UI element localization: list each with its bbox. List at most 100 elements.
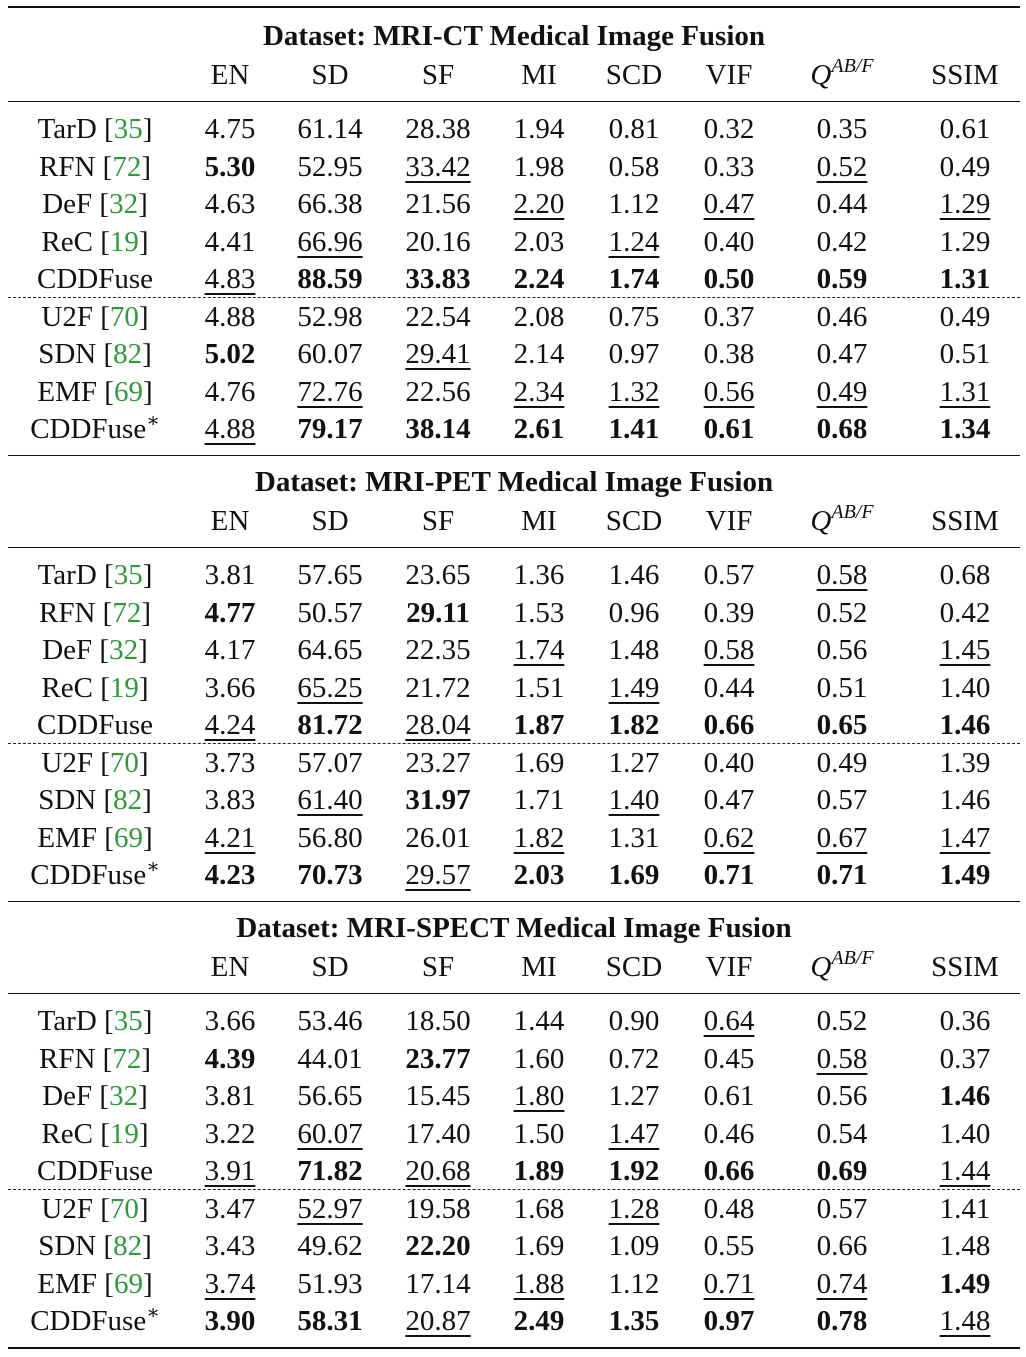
metric-value: 29.41 — [383, 336, 493, 373]
table-row: TarD [35] 4.75 61.14 28.38 1.94 0.81 0.32 0.35 0… — [8, 111, 1020, 148]
citation-link[interactable]: 82 — [113, 338, 143, 370]
value-text: 0.40 — [703, 747, 755, 779]
group-separator — [8, 297, 1020, 298]
value-text: 5.02 — [204, 338, 256, 370]
metric-value: 3.81 — [175, 1078, 285, 1115]
method-label: RFN — [38, 597, 96, 629]
value-text: 1.80 — [513, 1080, 565, 1112]
value-text: 0.57 — [703, 559, 755, 591]
citation-link[interactable]: 69 — [113, 822, 143, 854]
value-text: 0.52 — [816, 1005, 868, 1037]
value-text: 2.08 — [513, 301, 565, 333]
metric-value: 3.91 — [175, 1153, 285, 1190]
metric-value: 1.60 — [484, 1041, 594, 1078]
citation-link[interactable]: 32 — [109, 634, 139, 666]
citation-link[interactable]: 72 — [112, 597, 142, 629]
citation-link[interactable]: 72 — [112, 1043, 142, 1075]
asterisk-mark: ∗ — [146, 856, 160, 878]
column-header: VIF — [705, 59, 753, 91]
method-label: CDDFuse — [30, 413, 147, 445]
metric-value: 0.39 — [674, 595, 784, 632]
value-text: 2.03 — [513, 226, 565, 258]
value-text: 57.65 — [297, 559, 363, 591]
metric-value: 57.65 — [275, 557, 385, 594]
value-text: 0.81 — [608, 113, 660, 145]
value-text: 3.73 — [204, 747, 256, 779]
citation-link[interactable]: 35 — [113, 113, 143, 145]
metric-value: 2.14 — [484, 336, 594, 373]
metric-value: 2.03 — [484, 857, 594, 894]
value-text: 15.45 — [405, 1080, 471, 1112]
value-text: 4.39 — [204, 1043, 256, 1075]
value-text: 26.01 — [405, 822, 471, 854]
table-row: DeF [32] 3.81 56.65 15.45 1.80 1.27 0.61 0.56 1.… — [8, 1078, 1020, 1115]
citation-link[interactable]: 70 — [109, 301, 139, 333]
metric-value: 0.46 — [674, 1116, 784, 1153]
top-rule — [8, 6, 1020, 8]
citation-link[interactable]: 32 — [109, 1080, 139, 1112]
q-superscript: AB/F — [831, 501, 874, 523]
citation-link[interactable]: 70 — [109, 747, 139, 779]
citation-link[interactable]: 19 — [109, 1118, 139, 1150]
metric-value: 1.47 — [910, 820, 1020, 857]
metric-value: 0.49 — [910, 149, 1020, 186]
value-text: 1.69 — [608, 859, 660, 891]
value-text: 3.91 — [204, 1155, 256, 1187]
value-text: 60.07 — [297, 1118, 363, 1150]
citation-link[interactable]: 19 — [109, 672, 139, 704]
citation-link[interactable]: 82 — [113, 784, 143, 816]
value-text: 31.97 — [405, 784, 471, 816]
citation-link[interactable]: 82 — [113, 1230, 143, 1262]
citation-link[interactable]: 70 — [109, 1193, 139, 1225]
column-header: VIF — [705, 505, 753, 537]
citation-link[interactable]: 69 — [113, 1268, 143, 1300]
method-name: CDDFuse∗ — [8, 1302, 182, 1340]
metric-value: 4.17 — [175, 632, 285, 669]
metric-value: 52.97 — [275, 1191, 385, 1228]
method-label: ReC — [41, 1118, 93, 1150]
column-header: QAB/F — [787, 55, 897, 94]
value-text: 3.66 — [204, 1005, 256, 1037]
metric-value: 3.74 — [175, 1266, 285, 1303]
value-text: 0.36 — [939, 1005, 991, 1037]
citation-link[interactable]: 72 — [112, 151, 142, 183]
value-text: 0.49 — [816, 747, 868, 779]
metric-value: 0.51 — [910, 336, 1020, 373]
value-text: 0.71 — [703, 1268, 755, 1300]
metric-value: 2.24 — [484, 261, 594, 298]
value-text: 1.31 — [608, 822, 660, 854]
value-text: 28.04 — [405, 709, 471, 741]
metric-value: 3.66 — [175, 1003, 285, 1040]
metric-value: 88.59 — [275, 261, 385, 298]
metric-value: 0.32 — [674, 111, 784, 148]
citation-link[interactable]: 35 — [113, 1005, 143, 1037]
value-text: 0.90 — [608, 1005, 660, 1037]
value-text: 0.42 — [816, 226, 868, 258]
metric-value: 20.87 — [383, 1303, 493, 1340]
metric-value: 1.94 — [484, 111, 594, 148]
value-text: 22.20 — [405, 1230, 471, 1262]
citation-link[interactable]: 35 — [113, 559, 143, 591]
metric-value: 1.29 — [910, 186, 1020, 223]
value-text: 0.68 — [939, 559, 991, 591]
method-name: CDDFuse∗ — [8, 856, 182, 894]
value-text: 3.74 — [204, 1268, 256, 1300]
metric-value: 2.34 — [484, 374, 594, 411]
citation-link[interactable]: 69 — [113, 376, 143, 408]
header-rule — [8, 101, 1020, 102]
metric-value: 2.03 — [484, 224, 594, 261]
metric-value: 1.45 — [910, 632, 1020, 669]
metric-value: 1.82 — [484, 820, 594, 857]
value-text: 1.41 — [939, 1193, 991, 1225]
value-text: 56.80 — [297, 822, 363, 854]
method-label: U2F — [41, 301, 93, 333]
value-text: 49.62 — [297, 1230, 363, 1262]
method-label: ReC — [41, 226, 93, 258]
method-label: EMF — [37, 376, 98, 408]
metric-value: 1.44 — [484, 1003, 594, 1040]
metric-value: 0.58 — [579, 149, 689, 186]
metric-value: 1.82 — [579, 707, 689, 744]
column-header: VIF — [705, 951, 753, 983]
citation-link[interactable]: 19 — [109, 226, 139, 258]
citation-link[interactable]: 32 — [109, 188, 139, 220]
